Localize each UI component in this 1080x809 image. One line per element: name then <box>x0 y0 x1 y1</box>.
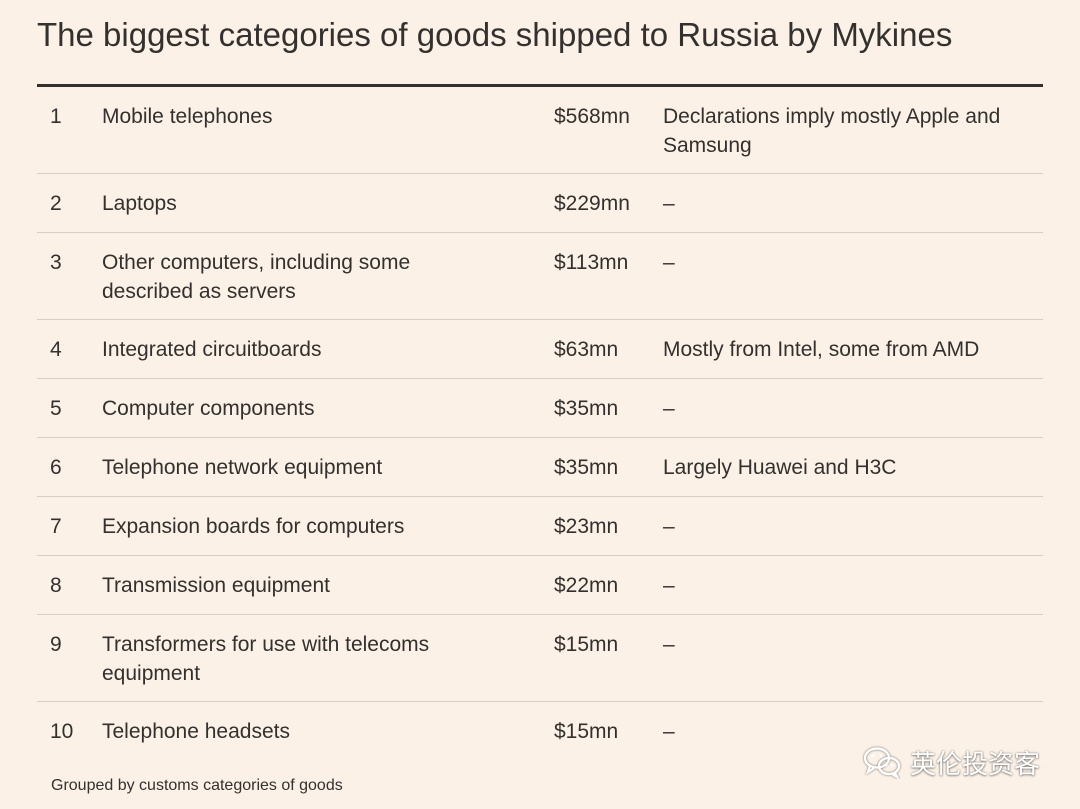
category-cell: Expansion boards for computers <box>102 515 405 538</box>
table-row-6: 6 Telephone network equipment $35mn Larg… <box>37 438 1043 497</box>
value-cell: $22mn <box>554 574 619 597</box>
table-row-3: 3 Other computers, including some descri… <box>37 233 1043 320</box>
table-row-7: 7 Expansion boards for computers $23mn – <box>37 497 1043 556</box>
note-cell: – <box>663 397 675 420</box>
note-cell: Largely Huawei and H3C <box>663 456 897 479</box>
value-cell: $63mn <box>554 338 619 361</box>
value-cell: $23mn <box>554 515 619 538</box>
rank-cell: 10 <box>50 720 74 743</box>
note-cell: – <box>663 515 675 538</box>
note-cell: Declarations imply mostly Apple and Sams… <box>663 105 1001 157</box>
watermark: 英伦投资客 <box>862 742 1040 782</box>
footnote: Grouped by customs categories of goods <box>51 777 343 794</box>
category-cell: Other computers, including some describe… <box>102 251 411 303</box>
note-cell: – <box>663 251 675 274</box>
note-cell: Mostly from Intel, some from AMD <box>663 338 980 361</box>
rank-cell: 6 <box>50 456 62 479</box>
rank-cell: 3 <box>50 251 62 274</box>
note-cell: – <box>663 633 675 656</box>
category-cell: Mobile telephones <box>102 105 273 128</box>
rank-cell: 5 <box>50 397 62 420</box>
rank-cell: 2 <box>50 192 62 215</box>
rank-cell: 9 <box>50 633 62 656</box>
rank-cell: 7 <box>50 515 62 538</box>
page-title: The biggest categories of goods shipped … <box>37 16 953 53</box>
category-cell: Transformers for use with telecoms equip… <box>102 633 430 685</box>
value-cell: $229mn <box>554 192 630 215</box>
rank-cell: 8 <box>50 574 62 597</box>
title-rule <box>37 84 1043 87</box>
category-cell: Telephone headsets <box>102 720 290 743</box>
category-cell: Computer components <box>102 397 315 420</box>
note-cell: – <box>663 720 675 743</box>
value-cell: $113mn <box>554 251 629 274</box>
rank-cell: 4 <box>50 338 62 361</box>
value-cell: $568mn <box>554 105 630 128</box>
table-row-8: 8 Transmission equipment $22mn – <box>37 556 1043 615</box>
watermark-text: 英伦投资客 <box>910 749 1041 780</box>
value-cell: $15mn <box>554 633 619 656</box>
wechat-icon <box>862 745 902 779</box>
value-cell: $15mn <box>554 720 619 743</box>
table-row-10: 10 Telephone headsets $15mn – <box>37 702 1043 761</box>
table-row-9: 9 Transformers for use with telecoms equ… <box>37 615 1043 702</box>
goods-table: 1 Mobile telephones $568mn Declarations … <box>37 87 1043 761</box>
category-cell: Transmission equipment <box>102 574 330 597</box>
table-row-2: 2 Laptops $229mn – <box>37 174 1043 233</box>
table-row-5: 5 Computer components $35mn – <box>37 379 1043 438</box>
rank-cell: 1 <box>50 105 62 128</box>
category-cell: Telephone network equipment <box>102 456 383 479</box>
table-row-1: 1 Mobile telephones $568mn Declarations … <box>37 87 1043 174</box>
category-cell: Integrated circuitboards <box>102 338 322 361</box>
value-cell: $35mn <box>554 397 619 420</box>
note-cell: – <box>663 574 675 597</box>
category-cell: Laptops <box>102 192 177 215</box>
value-cell: $35mn <box>554 456 619 479</box>
table-row-4: 4 Integrated circuitboards $63mn Mostly … <box>37 320 1043 379</box>
note-cell: – <box>663 192 675 215</box>
